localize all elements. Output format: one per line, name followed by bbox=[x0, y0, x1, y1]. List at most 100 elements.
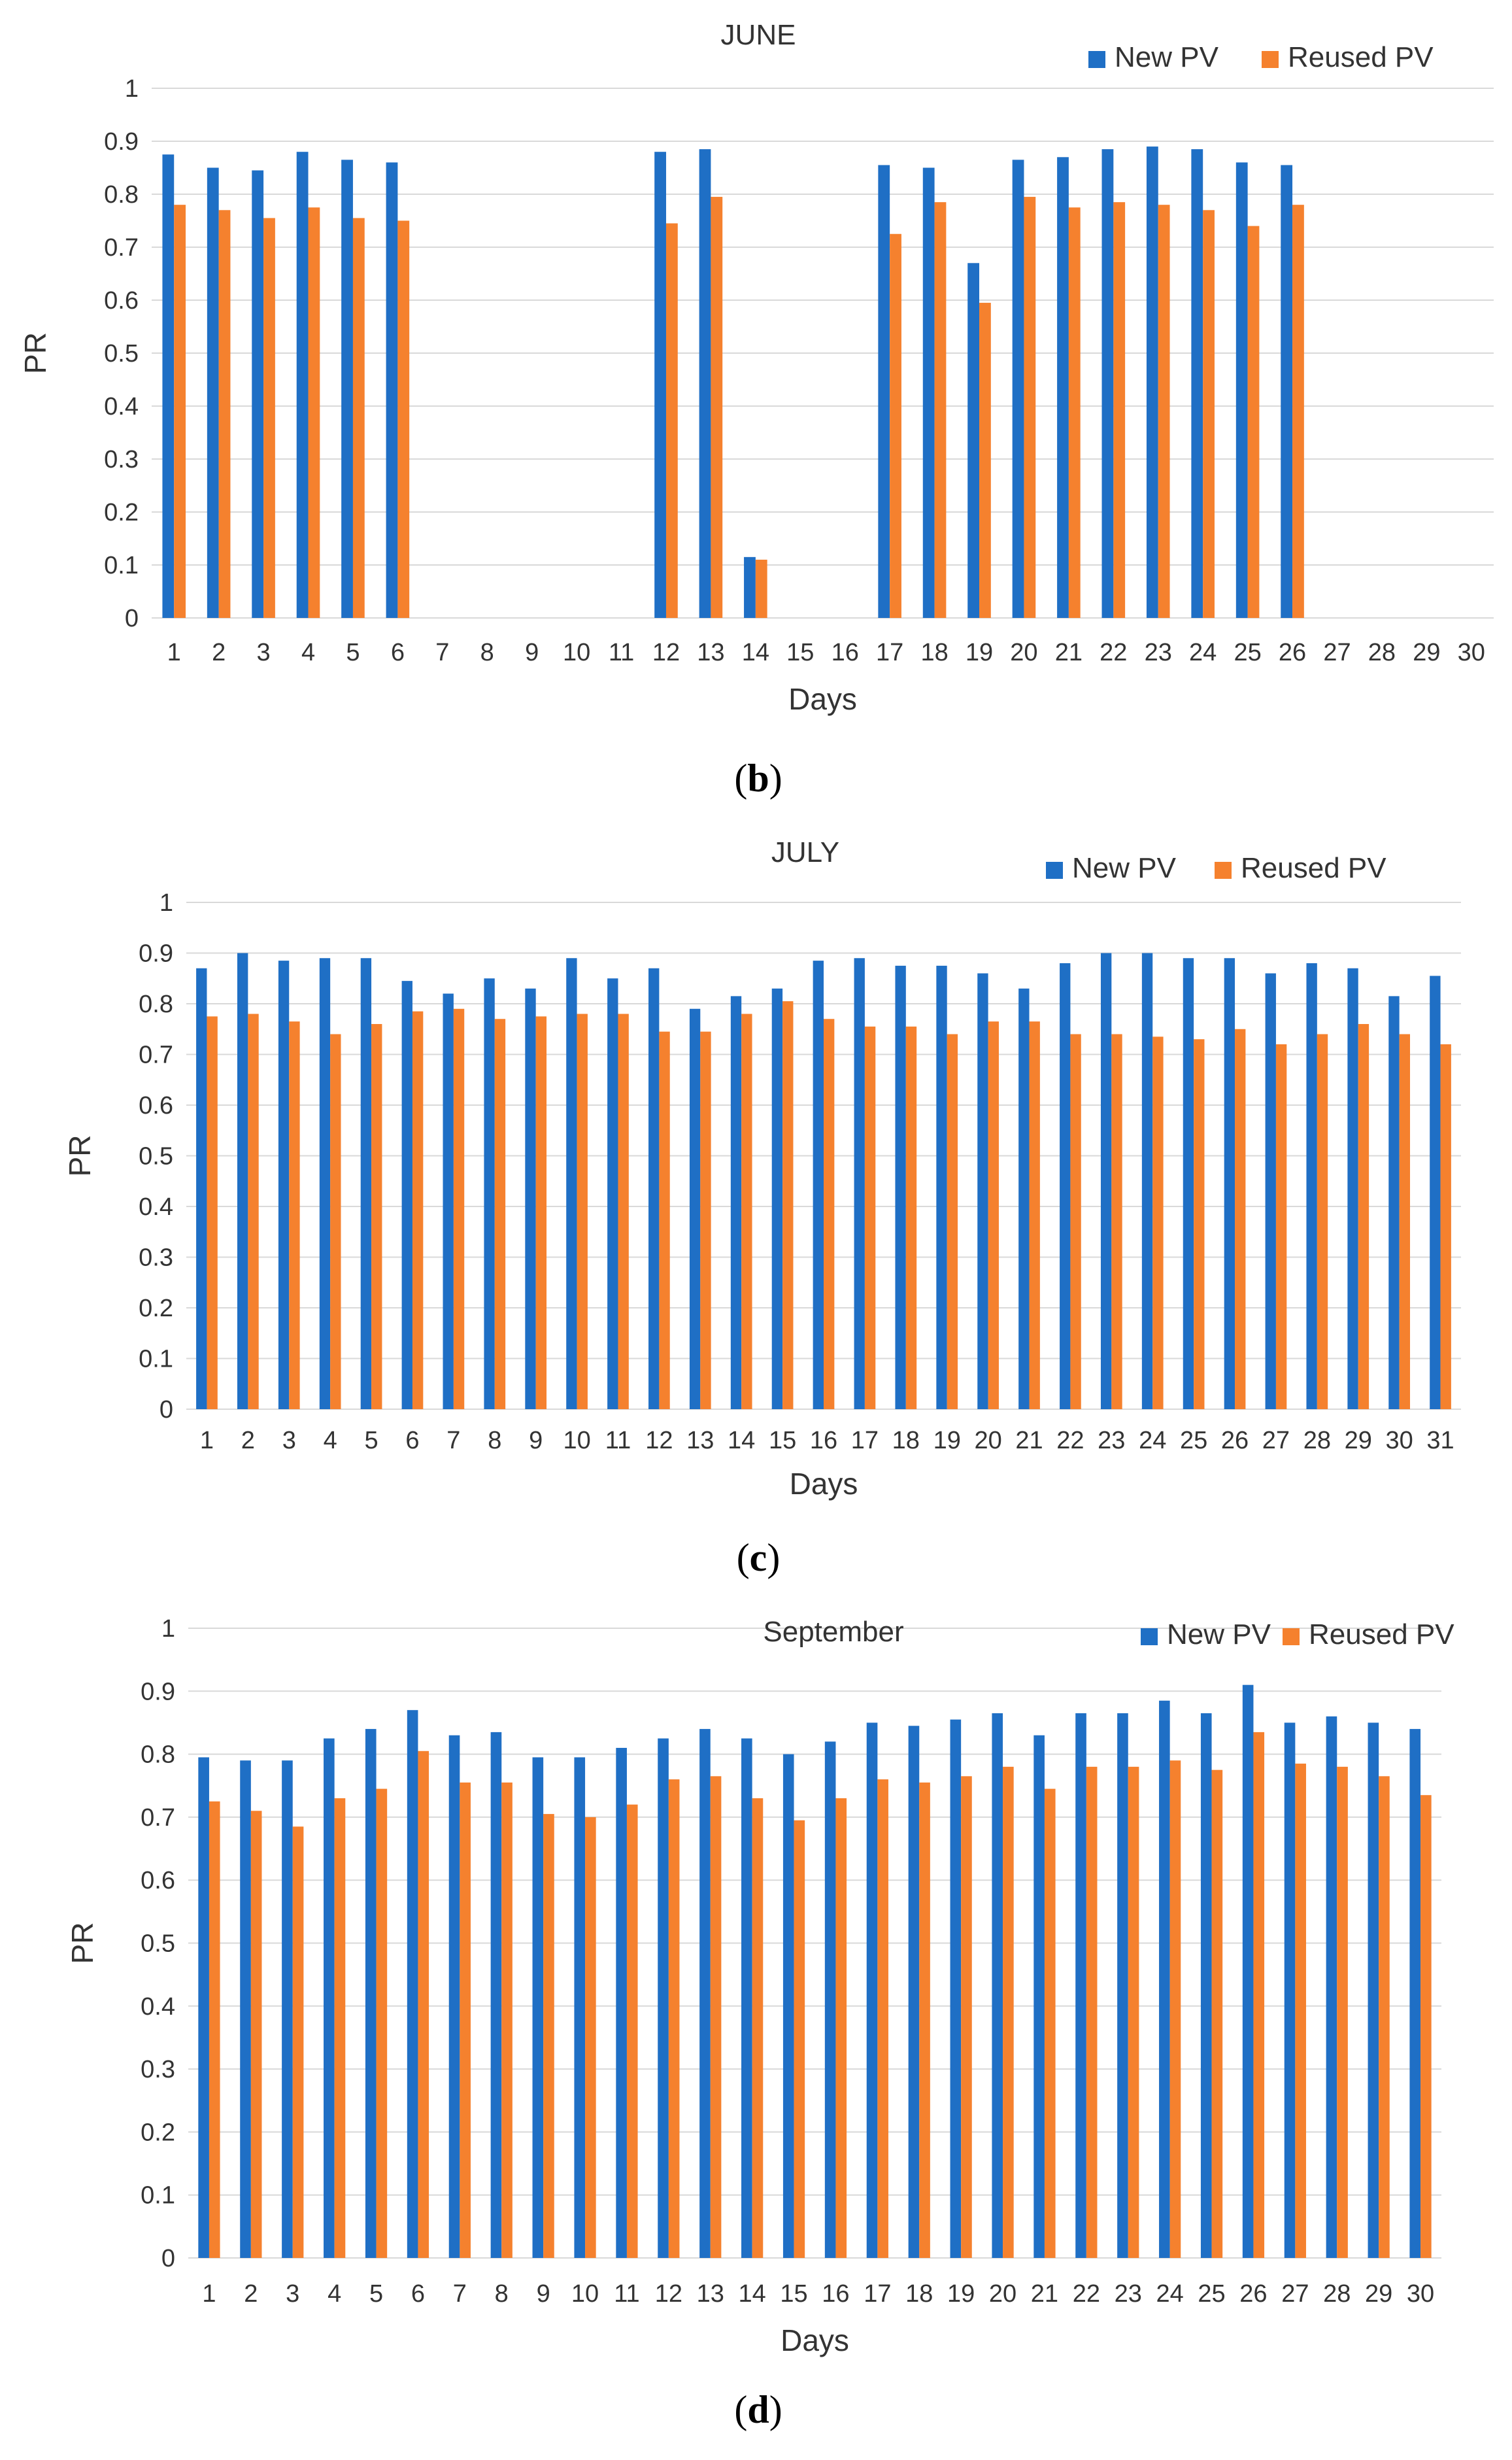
x-tick-label: 11 bbox=[609, 639, 634, 666]
y-tick-label: 0.5 bbox=[139, 1143, 173, 1170]
x-tick-label: 13 bbox=[697, 639, 724, 666]
x-tick-label: 16 bbox=[810, 1427, 837, 1454]
legend-swatch-new-pv bbox=[1141, 1628, 1158, 1645]
y-tick-label: 0.1 bbox=[139, 1346, 173, 1373]
chart-panel-c: 00.10.20.30.40.50.60.70.80.911 2 3 4 5 6 7 8 9 10… bbox=[63, 836, 1461, 1579]
x-tick-label: 26 bbox=[1239, 2280, 1267, 2308]
x-tick-label: 16 bbox=[832, 639, 859, 666]
x-tick-label: 1 bbox=[167, 639, 181, 666]
x-tick-label: 7 bbox=[446, 1427, 460, 1454]
x-tick-label: 24 bbox=[1156, 2280, 1184, 2308]
x-tick-label: 22 bbox=[1056, 1427, 1084, 1454]
x-tick-label: 28 bbox=[1323, 2280, 1351, 2308]
bar-new-pv-day-25 bbox=[1183, 958, 1194, 1409]
bar-new-pv-day-9 bbox=[532, 1757, 544, 2258]
y-tick-label: 0.7 bbox=[141, 1804, 175, 1832]
bar-reused-pv-day-13 bbox=[700, 1031, 711, 1409]
bar-new-pv-day-14 bbox=[741, 1738, 752, 2258]
x-tick-label: 10 bbox=[563, 639, 590, 666]
y-tick-label: 0.4 bbox=[141, 1993, 175, 2021]
bar-reused-pv-day-9 bbox=[543, 1814, 554, 2258]
x-tick-label: 23 bbox=[1098, 1427, 1125, 1454]
x-tick-label: 19 bbox=[947, 2280, 975, 2308]
y-axis-title: PR bbox=[18, 332, 52, 374]
bar-new-pv-day-24 bbox=[1191, 149, 1203, 618]
panel-caption-letter: c bbox=[750, 1536, 767, 1579]
bar-new-pv-day-7 bbox=[443, 993, 454, 1409]
x-tick-label: 13 bbox=[686, 1427, 714, 1454]
bar-reused-pv-day-1 bbox=[174, 205, 186, 618]
bar-reused-pv-day-24 bbox=[1203, 210, 1215, 618]
x-tick-label: 8 bbox=[488, 1427, 501, 1454]
x-tick-label: 8 bbox=[480, 639, 494, 666]
bar-new-pv-day-17 bbox=[878, 165, 890, 618]
bar-reused-pv-day-10 bbox=[577, 1014, 588, 1409]
bar-new-pv-day-26 bbox=[1281, 165, 1293, 618]
bar-new-pv-day-13 bbox=[699, 149, 711, 618]
x-tick-label: 11 bbox=[605, 1427, 631, 1454]
x-tick-label: 2 bbox=[244, 2280, 258, 2308]
bar-new-pv-day-22 bbox=[1075, 1713, 1086, 2258]
bar-reused-pv-day-21 bbox=[1044, 1788, 1056, 2258]
bar-reused-pv-day-2 bbox=[218, 210, 231, 618]
bar-reused-pv-day-22 bbox=[1086, 1766, 1098, 2258]
x-tick-label: 7 bbox=[453, 2280, 467, 2308]
x-axis-title: Days bbox=[788, 682, 857, 716]
x-tick-label: 29 bbox=[1365, 2280, 1392, 2308]
bar-new-pv-day-13 bbox=[689, 1008, 701, 1409]
bar-new-pv-day-27 bbox=[1265, 973, 1276, 1409]
bar-new-pv-day-27 bbox=[1284, 1722, 1296, 2258]
legend-label-new-pv: New PV bbox=[1072, 852, 1177, 884]
bar-reused-pv-day-11 bbox=[618, 1014, 629, 1409]
y-tick-label: 1 bbox=[160, 889, 173, 917]
bar-reused-pv-day-4 bbox=[308, 207, 320, 618]
bar-new-pv-day-6 bbox=[407, 1710, 418, 2258]
bar-reused-pv-day-4 bbox=[330, 1034, 341, 1409]
x-tick-label: 27 bbox=[1262, 1427, 1290, 1454]
bar-reused-pv-day-17 bbox=[864, 1026, 876, 1409]
x-tick-label: 4 bbox=[328, 2280, 341, 2308]
bar-new-pv-day-12 bbox=[658, 1738, 669, 2258]
y-tick-label: 0.3 bbox=[141, 2056, 175, 2083]
y-tick-label: 0 bbox=[160, 1396, 173, 1424]
x-tick-label: 10 bbox=[571, 2280, 599, 2308]
bar-reused-pv-day-6 bbox=[412, 1011, 424, 1409]
x-tick-label: 19 bbox=[933, 1427, 961, 1454]
panel-caption: (d) bbox=[734, 2388, 782, 2431]
chart-title: JULY bbox=[771, 836, 839, 868]
y-tick-label: 0 bbox=[161, 2245, 175, 2272]
x-tick-label: 7 bbox=[435, 639, 449, 666]
bar-new-pv-day-6 bbox=[386, 162, 398, 618]
bar-reused-pv-day-9 bbox=[535, 1016, 547, 1409]
bar-reused-pv-day-26 bbox=[1253, 1732, 1265, 2258]
bar-new-pv-day-10 bbox=[566, 958, 577, 1409]
bar-reused-pv-day-29 bbox=[1358, 1024, 1369, 1409]
x-axis-title: Days bbox=[781, 2323, 849, 2357]
x-tick-label: 2 bbox=[212, 639, 226, 666]
x-tick-label: 6 bbox=[391, 639, 405, 666]
bar-reused-pv-day-18 bbox=[905, 1026, 917, 1409]
y-tick-label: 1 bbox=[161, 1615, 175, 1643]
x-tick-label: 15 bbox=[786, 639, 814, 666]
x-tick-label: 6 bbox=[411, 2280, 425, 2308]
bar-new-pv-day-3 bbox=[282, 1760, 293, 2258]
x-tick-label: 21 bbox=[1015, 1427, 1043, 1454]
bar-reused-pv-day-16 bbox=[824, 1019, 835, 1409]
chart-panel-b: 00.10.20.30.40.50.60.70.80.911 2 3 4 5 6 7 8 9 10… bbox=[18, 19, 1494, 800]
x-tick-label: 27 bbox=[1323, 639, 1351, 666]
y-tick-label: 0.3 bbox=[139, 1244, 173, 1272]
bar-reused-pv-day-21 bbox=[1029, 1021, 1040, 1409]
y-tick-label: 0.8 bbox=[104, 181, 139, 209]
bar-new-pv-day-26 bbox=[1242, 1684, 1254, 2258]
x-tick-label: 14 bbox=[739, 2280, 766, 2308]
x-tick-label: 27 bbox=[1281, 2280, 1309, 2308]
bar-reused-pv-day-1 bbox=[209, 1801, 220, 2258]
y-tick-label: 0.6 bbox=[104, 287, 139, 315]
x-axis-title: Days bbox=[790, 1467, 858, 1501]
x-tick-label: 31 bbox=[1426, 1427, 1454, 1454]
y-tick-label: 0.4 bbox=[104, 393, 139, 420]
bar-reused-pv-day-10 bbox=[585, 1817, 596, 2258]
bar-reused-pv-day-28 bbox=[1337, 1766, 1348, 2258]
bar-new-pv-day-20 bbox=[1012, 160, 1024, 619]
x-tick-label: 21 bbox=[1031, 2280, 1058, 2308]
